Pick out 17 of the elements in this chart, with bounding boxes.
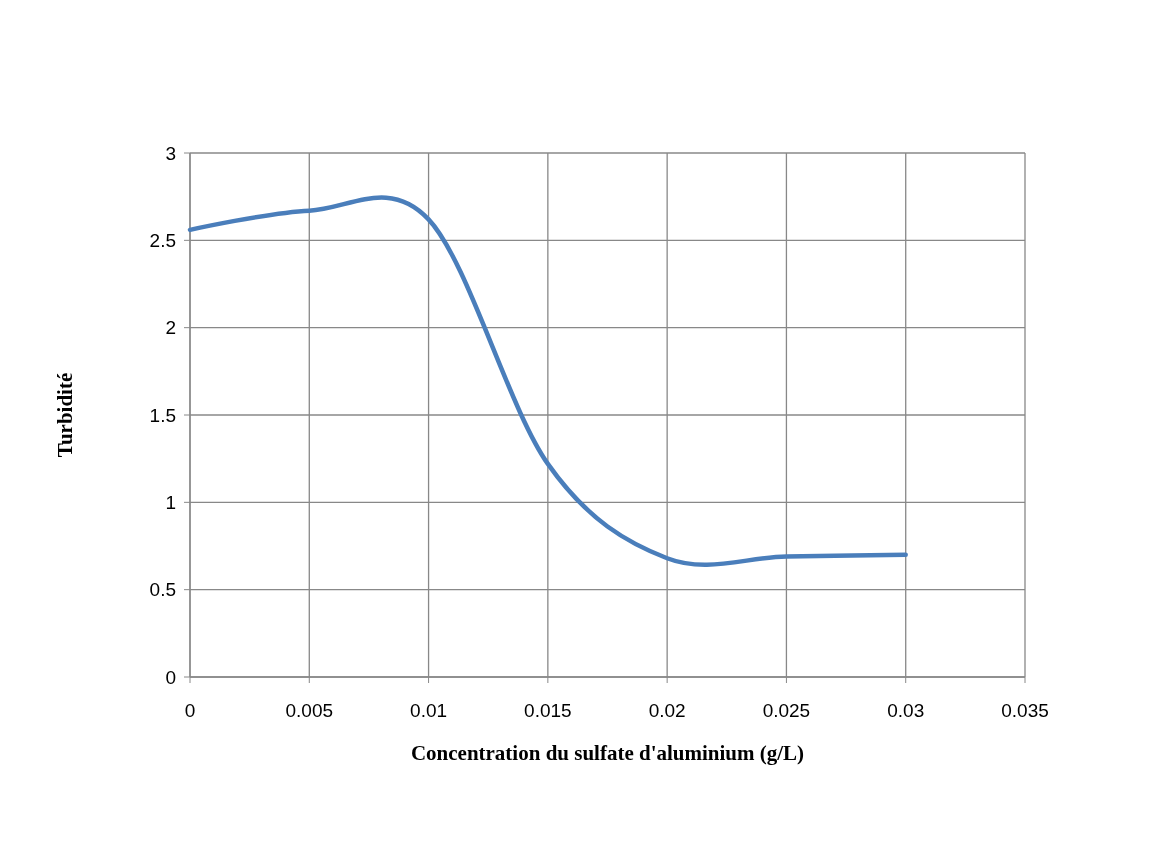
y-tick-label: 2 — [165, 317, 176, 339]
x-tick-label: 0.025 — [762, 700, 811, 721]
y-tick-label: 1 — [165, 491, 176, 513]
x-tick-label: 0.03 — [887, 700, 925, 721]
y-tick-label: 0.5 — [149, 579, 176, 601]
y-axis-title: Turbidité — [53, 372, 77, 458]
x-tick-label: 0.005 — [285, 700, 334, 721]
y-tick-label: 1.5 — [149, 404, 176, 426]
x-tick-label: 0.035 — [1001, 700, 1049, 721]
x-tick-label: 0.02 — [648, 700, 686, 721]
x-tick-label: 0 — [184, 700, 196, 721]
x-tick-label: 0.01 — [410, 700, 448, 721]
x-tick-label: 0.015 — [524, 700, 572, 721]
y-tick-label: 2.5 — [149, 229, 176, 251]
y-tick-label: 3 — [165, 142, 176, 164]
x-axis-title: Concentration du sulfate d'aluminium (g/L) — [410, 741, 805, 765]
y-tick-label: 0 — [165, 666, 176, 688]
